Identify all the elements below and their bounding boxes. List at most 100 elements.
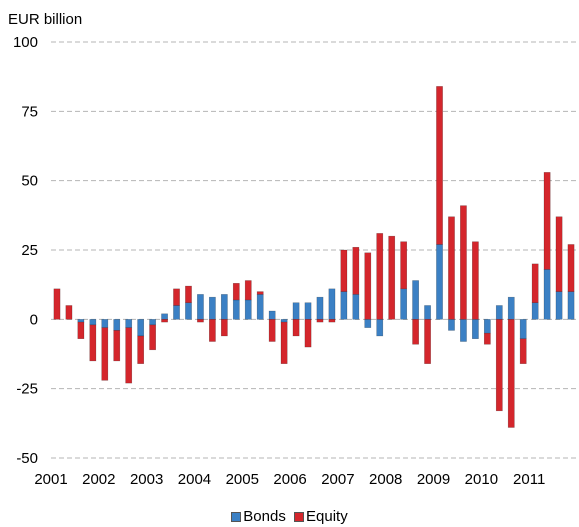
- bar-bonds: [256, 294, 264, 320]
- bar-bonds: [232, 299, 240, 320]
- bar-equity: [53, 288, 61, 320]
- legend-label-equity: Equity: [306, 508, 348, 525]
- bar-equity: [483, 332, 491, 345]
- x-tick-label: 2004: [178, 471, 211, 488]
- bar-equity: [173, 288, 180, 306]
- bar-bonds: [352, 294, 360, 320]
- bar-equity: [507, 319, 515, 428]
- y-tick-label: 50: [21, 173, 38, 190]
- bar-bonds: [149, 319, 156, 326]
- bar-equity: [304, 319, 312, 348]
- bar-bonds: [173, 305, 180, 320]
- bar-bonds: [304, 302, 312, 320]
- bar-bonds: [244, 299, 252, 320]
- bar-equity: [220, 319, 228, 337]
- bar-bonds: [376, 319, 384, 337]
- bar-equity: [495, 319, 503, 412]
- bar-bonds: [280, 319, 288, 323]
- x-tick-label: 2011: [513, 471, 545, 488]
- bar-equity: [543, 172, 551, 270]
- bar-bonds: [460, 319, 467, 342]
- bar-bonds: [77, 319, 85, 323]
- x-tick-label: 2002: [82, 471, 115, 488]
- bar-equity: [256, 291, 264, 295]
- bar-equity: [352, 246, 360, 295]
- y-axis-unit-label: EUR billion: [8, 11, 82, 28]
- bar-bonds: [364, 319, 372, 328]
- bar-equity: [316, 319, 324, 323]
- y-tick-label: 0: [30, 311, 38, 328]
- legend-label-bonds: Bonds: [243, 508, 286, 525]
- bar-equity: [89, 324, 97, 362]
- x-axis-tick-labels: 2001 2002 2003 2004 2005 2006 2007 2008 2009 2010…: [34, 471, 545, 488]
- bar-bonds: [555, 291, 563, 320]
- bar-equity: [137, 335, 145, 364]
- bar-bonds: [340, 291, 348, 320]
- bar-bonds: [161, 313, 168, 320]
- bar-bonds: [507, 296, 515, 320]
- bar-bonds: [137, 319, 145, 337]
- bar-equity: [340, 249, 348, 292]
- legend: Bonds Equity: [0, 508, 579, 526]
- bar-equity: [209, 319, 216, 342]
- bar-equity: [567, 244, 575, 292]
- bar-bonds: [316, 296, 324, 320]
- bar-equity: [280, 321, 288, 364]
- bar-bonds: [543, 269, 551, 320]
- y-tick-label: 25: [21, 242, 38, 259]
- bar-equity: [125, 327, 133, 384]
- bar-bonds: [89, 319, 97, 326]
- bar-bonds: [448, 319, 455, 331]
- y-axis-tick-labels: 100 75 50 25 0 -25 -50: [13, 34, 38, 467]
- bar-equity: [65, 305, 73, 320]
- bar-bonds: [472, 319, 479, 339]
- x-tick-label: 2007: [321, 471, 354, 488]
- bar-bonds: [531, 302, 539, 320]
- bar-bonds: [125, 319, 133, 328]
- bar-equity: [268, 319, 276, 342]
- bars: [53, 86, 575, 428]
- bar-equity: [531, 263, 539, 303]
- bar-equity: [77, 321, 85, 339]
- y-tick-label: 75: [21, 103, 38, 120]
- bar-equity: [149, 324, 156, 351]
- bar-bonds: [328, 288, 336, 320]
- bar-equity: [232, 283, 240, 301]
- legend-item-equity: Equity: [294, 508, 348, 525]
- bar-bonds: [567, 291, 575, 320]
- bar-equity: [412, 319, 419, 345]
- bar-bonds: [292, 302, 300, 320]
- x-tick-label: 2003: [130, 471, 163, 488]
- bar-bonds: [197, 294, 204, 320]
- bar-bonds: [495, 305, 503, 320]
- bar-bonds: [436, 244, 443, 320]
- bar-bonds: [424, 305, 431, 320]
- x-tick-label: 2006: [273, 471, 306, 488]
- legend-item-bonds: Bonds: [231, 508, 286, 525]
- bar-bonds: [185, 302, 192, 320]
- y-tick-label: -50: [16, 450, 38, 467]
- bar-equity: [244, 280, 252, 301]
- bar-equity: [436, 86, 443, 245]
- bar-equity: [519, 338, 527, 364]
- legend-swatch-equity: [294, 511, 304, 522]
- bar-bonds: [113, 319, 121, 331]
- bar-bonds: [400, 288, 408, 320]
- x-tick-label: 2010: [465, 471, 498, 488]
- bar-bonds: [101, 319, 109, 328]
- bar-equity: [376, 233, 384, 320]
- bar-equity: [101, 327, 109, 381]
- bar-bonds: [220, 294, 228, 320]
- bar-equity: [292, 319, 300, 337]
- x-tick-label: 2005: [226, 471, 259, 488]
- bar-equity: [113, 330, 121, 362]
- bar-equity: [472, 241, 479, 320]
- x-tick-label: 2008: [369, 471, 402, 488]
- bar-equity: [161, 319, 168, 323]
- x-tick-label: 2009: [417, 471, 450, 488]
- bar-equity: [197, 319, 204, 323]
- bar-equity: [460, 205, 467, 320]
- x-tick-label: 2001: [34, 471, 67, 488]
- legend-swatch-bonds: [231, 511, 242, 522]
